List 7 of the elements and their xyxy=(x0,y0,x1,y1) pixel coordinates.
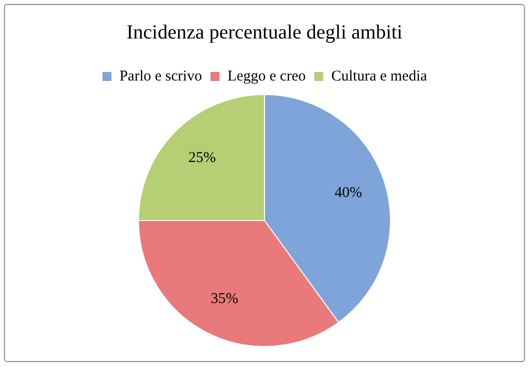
legend-label: Cultura e media xyxy=(331,68,428,84)
data-label: 35% xyxy=(210,291,238,308)
data-label: 40% xyxy=(334,185,362,202)
data-label: 25% xyxy=(188,150,216,166)
legend-label: Leggo e creo xyxy=(227,68,306,84)
chart-title: Incidenza percentuale degli ambiti xyxy=(126,21,403,44)
legend-label: Parlo e scrivo xyxy=(119,68,202,84)
